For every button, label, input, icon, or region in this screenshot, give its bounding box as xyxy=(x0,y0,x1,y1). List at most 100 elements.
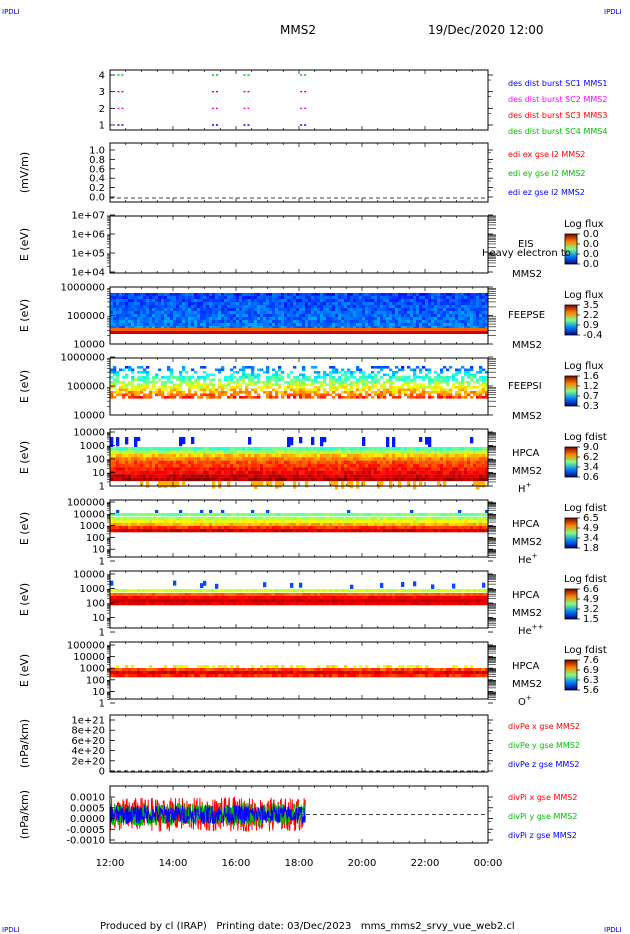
spectrogram-cell xyxy=(152,299,156,303)
spectrogram-cell xyxy=(131,381,135,384)
spectrogram-cell xyxy=(140,317,144,321)
spectrogram-cell xyxy=(344,467,348,471)
spectrogram-cell xyxy=(326,470,330,475)
spectrogram-cell xyxy=(257,323,261,327)
spectrogram-cell xyxy=(431,308,435,312)
spectrogram-cell xyxy=(347,368,351,372)
spectrogram-cell xyxy=(359,311,363,315)
spectrogram-cell xyxy=(269,331,273,334)
spectrogram-cell xyxy=(320,326,324,330)
spectrogram-cell xyxy=(413,320,417,324)
spectrogram-cell xyxy=(476,467,480,471)
spectrogram-cell xyxy=(338,331,342,334)
spectrogram-cell xyxy=(266,477,270,482)
spectrogram-cell xyxy=(314,386,318,389)
spectrogram-cell xyxy=(323,393,327,397)
spectrogram-cell xyxy=(227,296,231,300)
spectrogram-cell xyxy=(347,467,351,471)
spectrogram-cell xyxy=(110,305,114,309)
spectrogram-cell xyxy=(419,302,423,306)
spectrogram-cell xyxy=(380,368,384,372)
spectrogram-cell xyxy=(194,378,198,382)
spectrogram-cell xyxy=(464,460,468,465)
spectrogram-cell xyxy=(365,302,369,306)
spectrogram-cell xyxy=(353,477,357,482)
spectrogram-cell xyxy=(368,477,372,482)
spectrogram-cell xyxy=(278,323,282,327)
spectrogram-cell xyxy=(260,453,264,458)
y-tick-label: 1000 xyxy=(80,441,105,452)
spectrogram-cell xyxy=(200,317,204,321)
spectrogram-cell xyxy=(113,517,117,521)
spectrogram-cell xyxy=(185,376,189,379)
spectrogram-cell xyxy=(167,520,171,524)
spectrogram-cell xyxy=(113,447,117,451)
spectrogram-cell xyxy=(266,470,270,475)
spectrogram-cell xyxy=(293,317,297,321)
spectrogram-cell xyxy=(470,331,474,334)
spectrogram-cell xyxy=(296,470,300,475)
spectrogram-cell xyxy=(254,453,258,458)
spectrogram-cell xyxy=(164,299,168,303)
spectrogram-cell xyxy=(422,393,426,397)
spectrogram-cell xyxy=(413,453,417,458)
spectrogram-cell xyxy=(332,328,336,332)
spectrogram-cell xyxy=(320,376,324,379)
spectrogram-cell xyxy=(251,474,255,478)
spectrogram-cell xyxy=(416,311,420,315)
spectrogram-cell xyxy=(224,328,228,332)
spectrogram-cell xyxy=(140,470,144,475)
spectrogram-cell xyxy=(446,383,450,387)
spectrogram-cell xyxy=(461,305,465,309)
spectrogram-cell xyxy=(194,457,198,461)
spectrogram-cell xyxy=(470,317,474,321)
spectrogram-cell xyxy=(320,470,324,475)
spectrogram-cell xyxy=(386,314,390,318)
spectrogram-cell xyxy=(308,393,312,397)
spectrogram-cell xyxy=(167,376,171,379)
spectrogram-cell xyxy=(146,381,150,384)
spectrogram-cell xyxy=(194,520,198,524)
spectrogram-cell xyxy=(332,296,336,300)
spectrogram-cell xyxy=(236,311,240,315)
spectrogram-cell xyxy=(212,391,216,394)
spectrogram-cell xyxy=(149,470,153,475)
spectrogram-cell xyxy=(209,529,213,533)
spectrogram-cell xyxy=(224,474,228,478)
spectrogram-cell xyxy=(119,331,123,334)
spectrogram-cell xyxy=(125,388,129,392)
spectrogram-cell xyxy=(479,308,483,312)
spectrogram-cell xyxy=(416,366,420,369)
spectrogram-cell xyxy=(311,305,315,309)
spectrogram-cell xyxy=(386,457,390,461)
spectrogram-cell xyxy=(479,328,483,332)
spectrogram-cell xyxy=(449,393,453,397)
spectrogram-cell xyxy=(239,447,243,451)
spectrogram-cell xyxy=(317,450,321,454)
spectrogram-cell xyxy=(218,391,222,394)
spectrogram-cell xyxy=(266,317,270,321)
spectrogram-cell xyxy=(362,477,366,482)
spectrogram-cell xyxy=(356,308,360,312)
spectrogram-cell xyxy=(329,376,333,379)
spectrogram-cell xyxy=(140,326,144,330)
spectrogram-cell xyxy=(146,529,150,533)
spectrogram-cell xyxy=(197,383,201,387)
spectrogram-cell xyxy=(449,447,453,451)
spectrogram-cell xyxy=(134,529,138,533)
spectrogram-cell xyxy=(116,293,120,297)
spectrogram-cell xyxy=(146,366,150,369)
spectrogram-cell xyxy=(383,457,387,461)
spectrogram-cell xyxy=(188,317,192,321)
spectrogram-cell xyxy=(182,391,186,394)
spectrogram-cell xyxy=(338,470,342,475)
spectrogram-cell xyxy=(185,470,189,475)
spectrogram-cell xyxy=(347,453,351,458)
spectrogram-cell xyxy=(242,320,246,324)
spectrogram-cell xyxy=(401,464,405,468)
spectrogram-cell xyxy=(293,326,297,330)
spectrogram-cell xyxy=(110,477,114,482)
spectrogram-cell xyxy=(293,464,297,468)
spectrogram-cell xyxy=(188,293,192,297)
